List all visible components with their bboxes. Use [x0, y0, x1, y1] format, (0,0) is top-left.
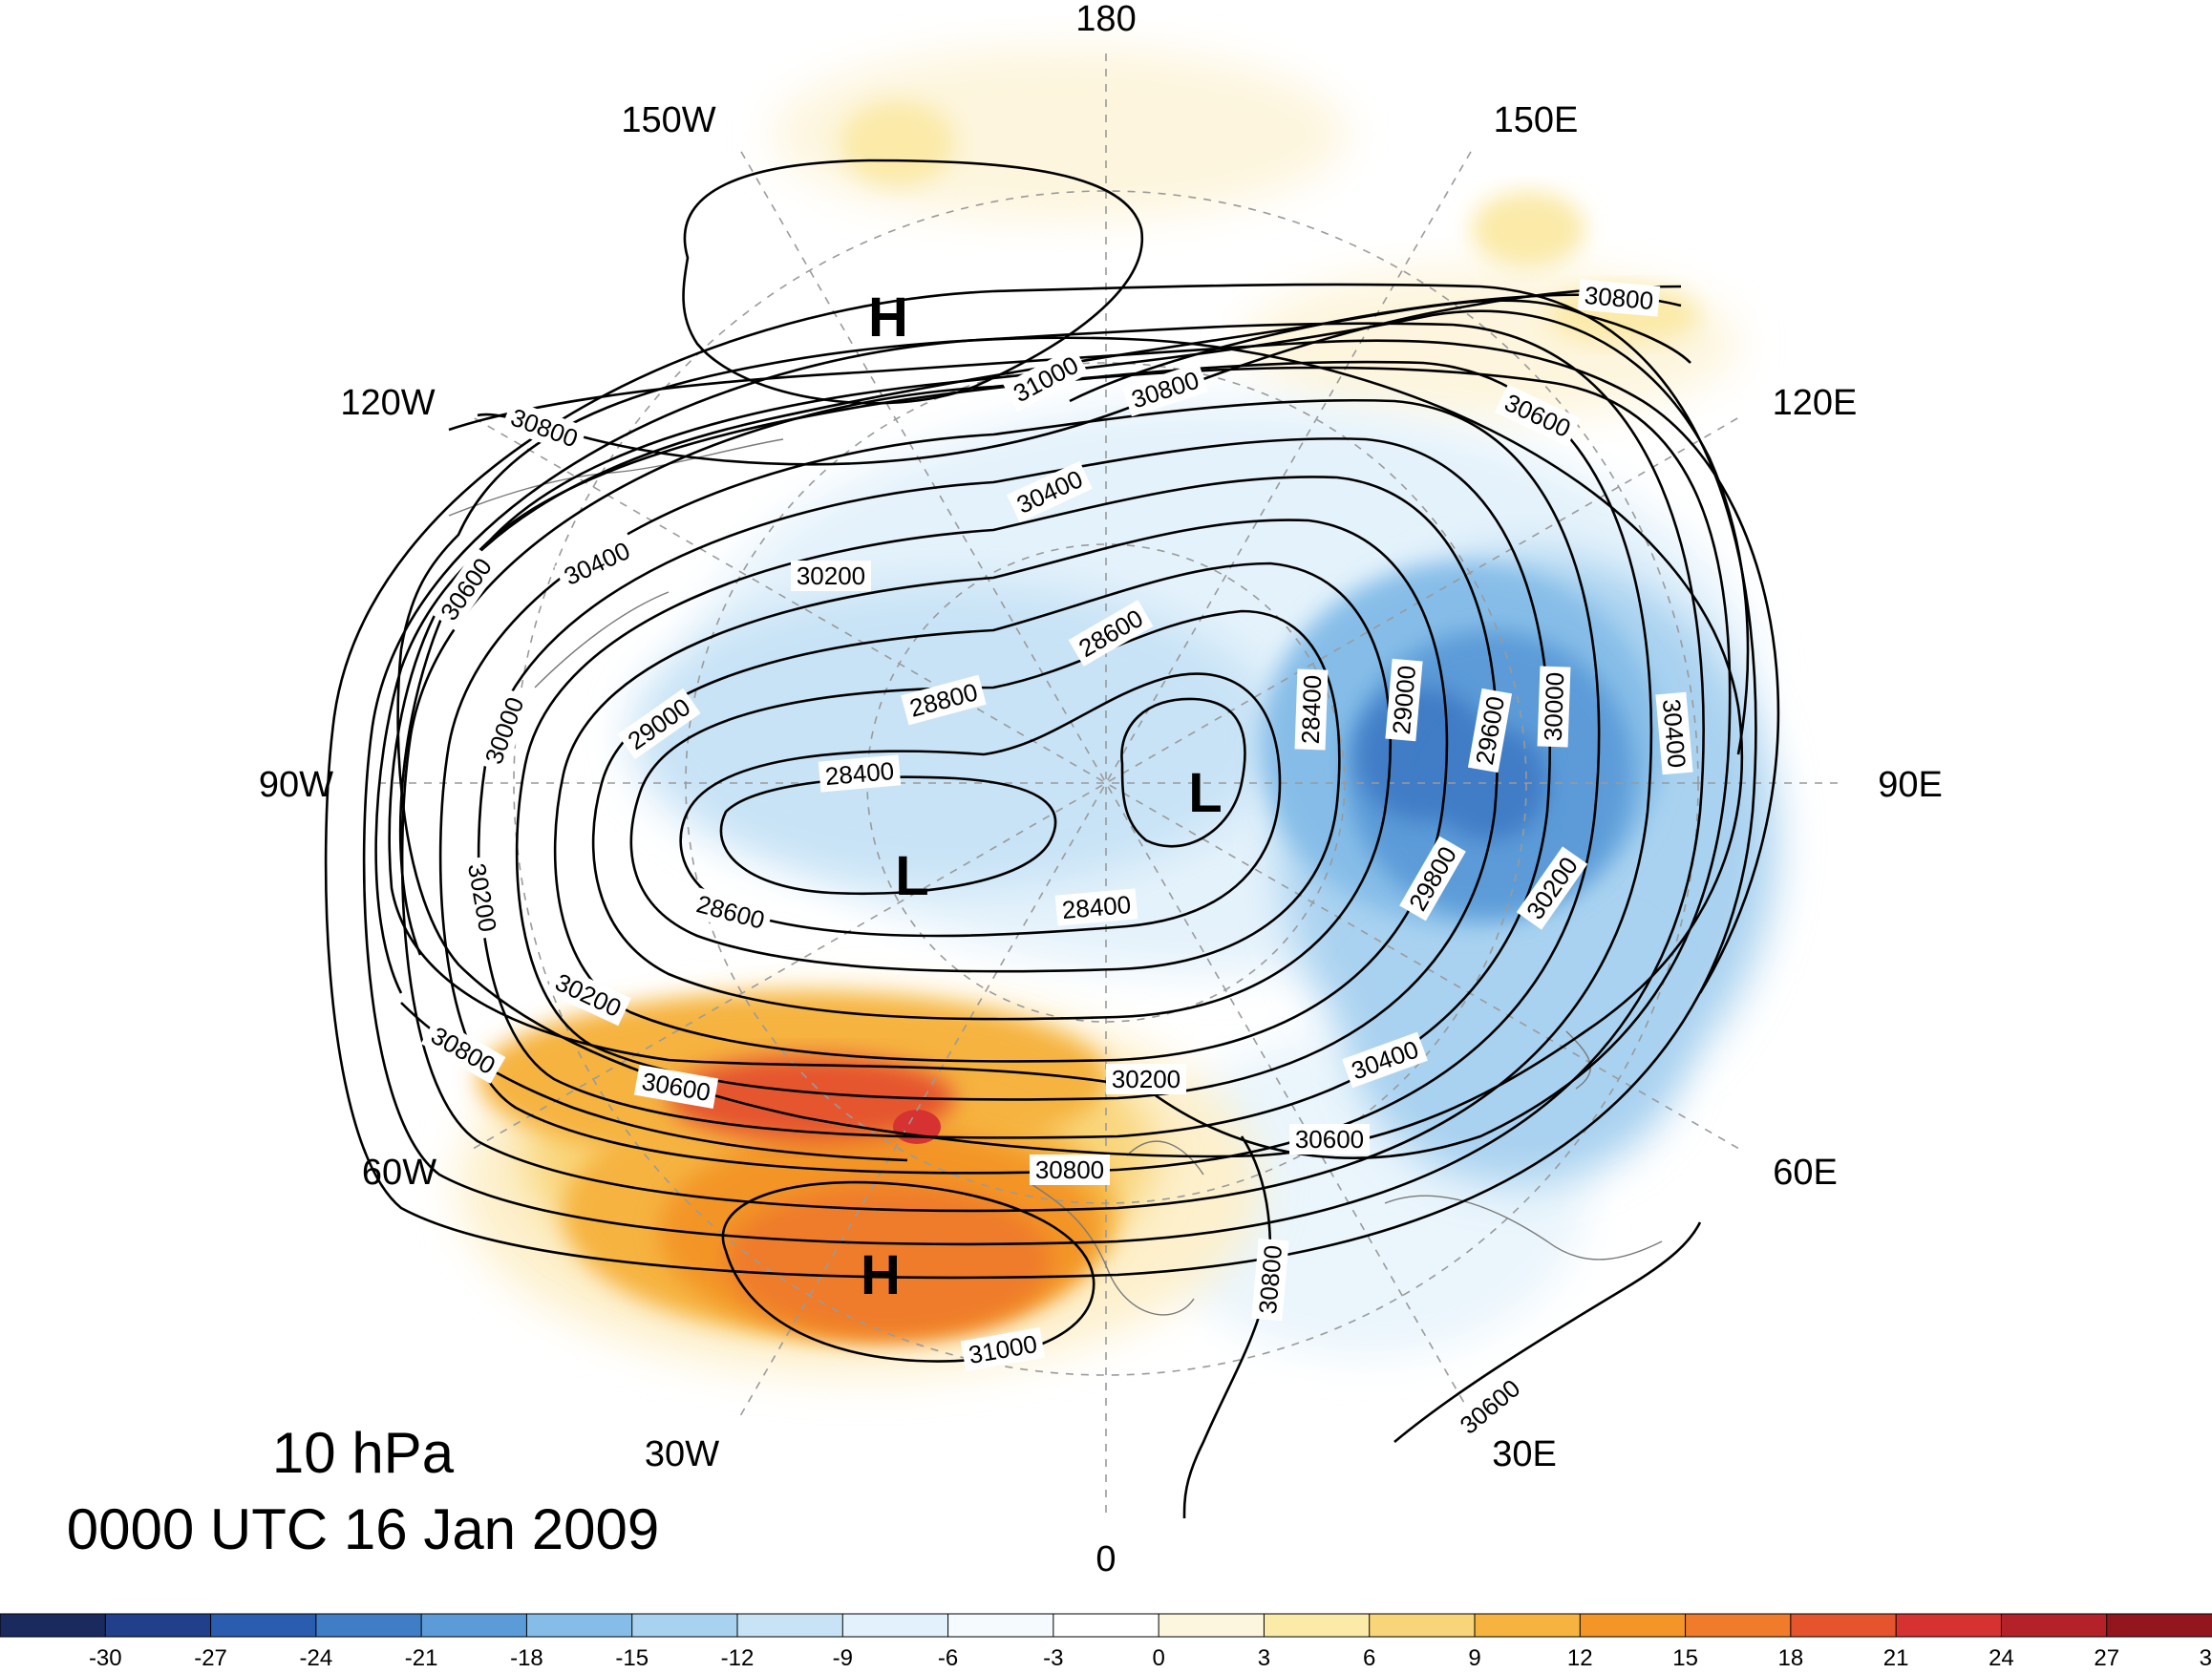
- coastlines: [448, 438, 1663, 1316]
- longitude-label: 150E: [1494, 100, 1579, 140]
- colorbar-tick-label: -30: [89, 1645, 122, 1671]
- colorbar-tick-label: -27: [194, 1645, 227, 1671]
- colorbar-swatch: [1053, 1613, 1160, 1638]
- contour-label: 30600: [1455, 1373, 1526, 1439]
- high-center-label: H: [861, 1244, 901, 1306]
- contour-label: 28400: [1296, 674, 1328, 744]
- colorbar-swatch: [631, 1613, 739, 1638]
- colorbar-tick-label: 18: [1778, 1645, 1804, 1671]
- longitude-label: 60W: [362, 1153, 436, 1193]
- contour-label: 30800: [1584, 281, 1655, 315]
- colorbar-tick-label: 30: [2200, 1645, 2212, 1671]
- colorbar-tick-label: -24: [300, 1645, 333, 1671]
- colorbar-tick-label: -9: [833, 1645, 853, 1671]
- colorbar-swatch: [210, 1613, 317, 1638]
- contour-label: 28400: [1061, 890, 1133, 924]
- colorbar-tick-label: 3: [1258, 1645, 1270, 1671]
- colorbar-swatch: [0, 1613, 107, 1638]
- colorbar-swatch: [1790, 1613, 1898, 1638]
- colorbar-tick-label: 27: [2094, 1645, 2119, 1671]
- contour-label: 30200: [462, 861, 502, 934]
- colorbar-swatch: [1369, 1613, 1476, 1638]
- contour-label: 30400: [560, 536, 634, 591]
- longitude-label: 90E: [1878, 765, 1943, 805]
- colorbar-tick-label: -18: [510, 1645, 543, 1671]
- low-center-label: L: [1188, 762, 1222, 824]
- colorbar-tick-label: -3: [1043, 1645, 1063, 1671]
- contour-label: 30800: [507, 403, 582, 454]
- contour-label: 30000: [1539, 671, 1570, 741]
- graticule: [371, 48, 1841, 1518]
- longitude-label: 30E: [1492, 1434, 1557, 1474]
- colorbar-swatch: [420, 1613, 528, 1638]
- longitude-label: 30W: [645, 1434, 719, 1474]
- contour-label: 30800: [1253, 1244, 1287, 1316]
- colorbar-swatch: [947, 1613, 1054, 1638]
- colorbar-tick-label: -21: [405, 1645, 438, 1671]
- colorbar-swatch: [736, 1613, 844, 1638]
- colorbar-tick-label: 12: [1567, 1645, 1593, 1671]
- colorbar-swatch: [841, 1613, 949, 1638]
- colorbar-swatch: [1579, 1613, 1687, 1638]
- contour-label: 30200: [797, 562, 865, 590]
- longitude-label: 180: [1075, 0, 1136, 39]
- longitude-label: 90W: [259, 765, 333, 805]
- colorbar-tick-label: 24: [1989, 1645, 2014, 1671]
- height-contours: [324, 159, 1780, 1519]
- contour-label: 30400: [1657, 698, 1691, 770]
- longitude-label: 150W: [621, 100, 715, 140]
- colorbar-swatch: [104, 1613, 212, 1638]
- colorbar-tick-label: 6: [1363, 1645, 1375, 1671]
- longitude-label: 60E: [1773, 1153, 1838, 1193]
- longitude-label: 0: [1095, 1539, 1116, 1579]
- contour-label: 28400: [824, 756, 896, 791]
- colorbar-swatch: [1263, 1613, 1371, 1638]
- colorbar-tick-label: -6: [938, 1645, 958, 1671]
- colorbar: -30 -27 -24 -21 -18 -15 -12 -9 -6 -3 0 3 6 9 12 15 18 21 2…: [0, 1613, 2212, 1671]
- colorbar-swatch: [2106, 1613, 2212, 1638]
- map-level-title: 10 hPa: [271, 1421, 455, 1485]
- contour-label: 29000: [1387, 665, 1421, 736]
- colorbar-tick-label: 0: [1152, 1645, 1164, 1671]
- longitude-labels: 180 150E 120E 90E 60E 30E 0 30W 60W 90W …: [259, 0, 1943, 1579]
- colorbar-tick-label: -12: [721, 1645, 755, 1671]
- colorbar-tick-label: -15: [615, 1645, 649, 1671]
- colorbar-swatch: [1158, 1613, 1266, 1638]
- colorbar-swatch: [1895, 1613, 2003, 1638]
- contour-label: 28600: [693, 889, 768, 935]
- contour-label: 30000: [479, 693, 530, 768]
- colorbar-tick-label: 9: [1468, 1645, 1480, 1671]
- colorbar-swatch: [1474, 1613, 1582, 1638]
- longitude-label: 120E: [1773, 383, 1858, 423]
- longitude-label: 120W: [340, 383, 435, 423]
- high-center-label: H: [868, 286, 908, 349]
- contour-label: 30600: [1295, 1125, 1364, 1154]
- map-time-title: 0000 UTC 16 Jan 2009: [66, 1497, 660, 1561]
- colorbar-tick-label: 15: [1672, 1645, 1698, 1671]
- colorbar-swatch: [525, 1613, 633, 1638]
- colorbar-swatch: [315, 1613, 423, 1638]
- contour-label: 30800: [1035, 1155, 1104, 1184]
- colorbar-tick-label: 21: [1883, 1645, 1909, 1671]
- low-center-label: L: [895, 845, 928, 907]
- colorbar-swatch: [1685, 1613, 1792, 1638]
- pressure-centers: H H L L: [861, 286, 1223, 1306]
- contour-label: 30200: [1112, 1065, 1180, 1093]
- colorbar-swatch: [2000, 1613, 2108, 1638]
